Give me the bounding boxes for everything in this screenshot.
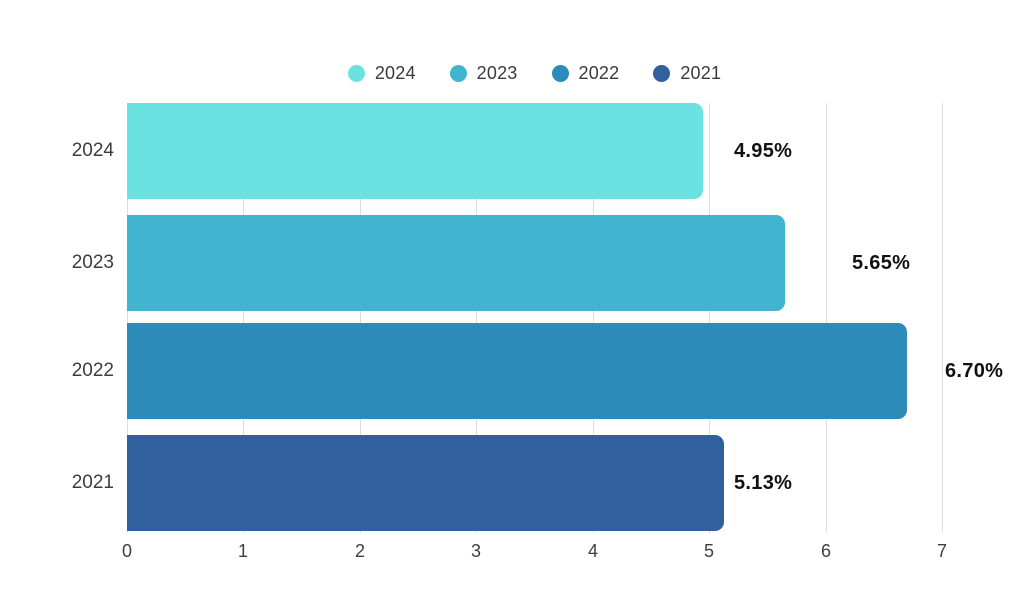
bar-2023: [127, 215, 785, 311]
legend-item-2021: 2021: [653, 63, 721, 84]
value-label-2023: 5.65%: [852, 252, 911, 274]
gridline: [709, 103, 710, 533]
y-axis-label-2023: 2023: [71, 252, 114, 273]
y-axis-label-2024: 2024: [71, 140, 114, 161]
x-tick-label-3: 3: [470, 541, 481, 561]
gridline: [243, 103, 244, 533]
plot-area: [127, 103, 943, 533]
x-tick-label-7: 7: [936, 541, 947, 561]
legend-label: 2021: [680, 62, 722, 83]
x-tick-label-0: 0: [121, 541, 132, 561]
x-tick-label-4: 4: [587, 541, 598, 561]
x-tick-label-1: 1: [237, 541, 248, 561]
x-tick-label-6: 6: [820, 541, 831, 561]
gridline: [826, 103, 827, 533]
y-axis-label-2022: 2022: [71, 360, 114, 381]
legend-dot-icon: [449, 64, 467, 82]
gridline: [942, 103, 943, 533]
legend-dot-icon: [347, 64, 365, 82]
bar-2022: [127, 323, 908, 419]
legend-label: 2022: [578, 62, 620, 83]
gridline: [127, 103, 128, 533]
gridline: [476, 103, 477, 533]
legend-item-2023: 2023: [449, 62, 518, 84]
legend-label: 2024: [374, 62, 416, 83]
x-tick-label-2: 2: [354, 541, 365, 561]
x-tick-label-5: 5: [703, 541, 714, 561]
legend-dot-icon: [653, 64, 671, 82]
y-axis-label-2021: 2021: [71, 472, 114, 493]
legend-dot-icon: [551, 64, 569, 82]
legend-label: 2023: [476, 62, 518, 83]
value-label-2024: 4.95%: [734, 140, 793, 162]
gridline: [593, 103, 594, 533]
value-label-2022: 6.70%: [945, 360, 1004, 382]
gridline: [360, 103, 361, 533]
legend-item-2022: 2022: [551, 62, 620, 84]
value-label-2021: 5.13%: [734, 472, 793, 494]
chart-legend: 2024 2023 2022 2021: [127, 61, 942, 85]
bar-2024: [127, 103, 704, 199]
legend-item-2024: 2024: [347, 62, 416, 84]
bar-2021: [127, 435, 725, 531]
